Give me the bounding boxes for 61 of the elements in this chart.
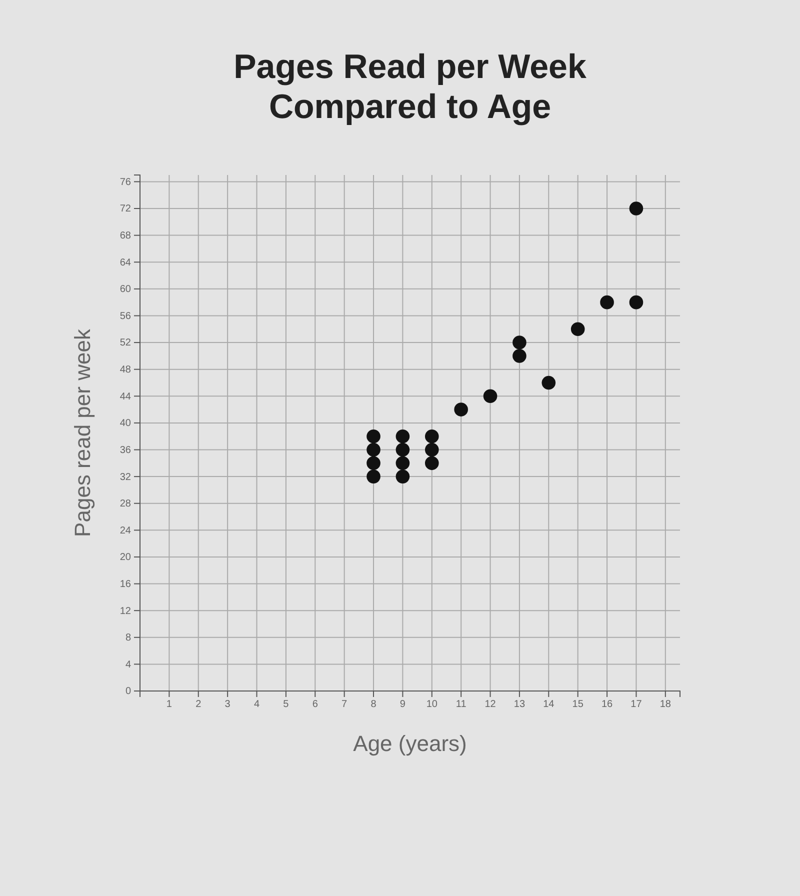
point [600,295,614,310]
y-tick-label: 72 [120,204,132,215]
x-tick-label: 2 [196,699,202,710]
y-tick-label: 4 [125,659,132,670]
chart-title: Pages Read per Week Compared to Age [234,48,586,126]
y-tick-label: 60 [120,284,132,296]
y-tick-label: 32 [120,472,132,483]
y-tick-label: 24 [120,525,132,536]
point [366,470,380,484]
x-tick-label: 7 [342,699,348,710]
point [424,442,439,457]
x-tick-label: 17 [630,699,642,710]
x-tick-label: 14 [543,699,555,710]
y-tick-label: 76 [120,176,132,188]
point [396,456,410,470]
y-tick-label: 8 [125,632,132,644]
point [512,349,526,363]
x-tick-label: 16 [601,699,614,710]
y-tick-label: 28 [120,498,132,510]
x-tick-label: 18 [660,699,672,710]
y-tick-label: 64 [120,257,132,268]
x-tick-label: 9 [400,699,406,710]
point [396,470,410,484]
x-tick-label: 15 [572,699,584,710]
x-tick-label: 1 [166,699,172,710]
x-tick-label: 6 [312,699,318,710]
y-tick-label: 20 [120,552,132,564]
y-tick-label: 40 [120,418,132,430]
y-tick-label: 12 [120,606,132,617]
y-tick-label: 44 [120,391,132,402]
x-tick-label: 3 [224,699,231,710]
point [629,295,644,310]
y-tick-label: 52 [120,338,132,349]
y-tick-label: 56 [120,310,132,322]
point [424,456,439,470]
y-tick-label: 68 [120,230,132,242]
x-tick-label: 5 [283,699,290,710]
point [366,456,380,470]
point [570,322,585,336]
x-tick-label: 12 [484,699,496,710]
point [396,429,410,444]
point [424,429,439,444]
x-tick-label: 11 [456,699,467,710]
point [396,442,410,457]
point [542,376,556,390]
point [483,389,498,404]
point [366,442,380,457]
point [629,202,644,216]
x-tick-label: 13 [514,699,526,710]
point [366,429,380,444]
x-tick-label: 4 [254,699,260,710]
x-tick-label: 8 [370,699,377,710]
y-tick-label: 16 [120,578,132,590]
x-tick-label: 10 [426,699,438,710]
x-axis-title: Age (years) [353,731,467,756]
point [454,402,468,416]
y-axis-title: Pages read per week [70,328,95,537]
y-tick-label: 48 [120,364,132,376]
y-tick-label: 36 [120,444,132,456]
y-tick-label: 0 [125,686,132,698]
point [512,336,526,350]
